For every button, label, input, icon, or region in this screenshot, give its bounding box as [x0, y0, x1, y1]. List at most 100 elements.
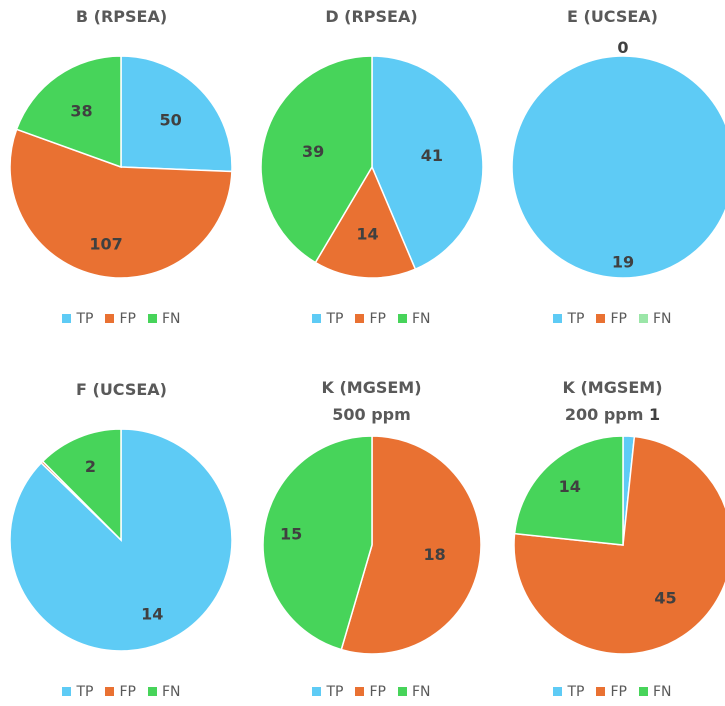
pie-slice-fp [340, 435, 482, 655]
legend-label: FN [161, 311, 181, 327]
pie-chart: 45 14 [513, 435, 725, 655]
legend-item-fp: FP [596, 311, 627, 327]
data-label-tp: 19 [612, 252, 634, 271]
data-label-fn: 14 [559, 477, 581, 496]
chart-legend: TP FP FN [250, 684, 493, 700]
legend-label: TP [326, 684, 344, 700]
legend-item-fn: FN [397, 311, 431, 327]
chart-title: E (UCSEA) [567, 7, 658, 26]
legend-swatch-fn [147, 686, 157, 696]
legend-label: FP [369, 684, 386, 700]
legend-label: FP [610, 311, 627, 327]
legend-item-fp: FP [105, 684, 136, 700]
chart-panel-b-rpsea: B (RPSEA) 50 107 38 TP FP FN [0, 0, 243, 353]
data-label-fn: 15 [280, 524, 302, 543]
chart-title: D (RPSEA) [325, 7, 418, 26]
legend-label: FN [652, 684, 672, 700]
chart-title: K (MGSEM) [562, 378, 663, 397]
legend-label: TP [76, 684, 94, 700]
pie-slice-fp [9, 128, 233, 279]
data-label-fp: 107 [89, 234, 122, 253]
legend-label: TP [567, 311, 585, 327]
legend-swatch-fn [397, 686, 407, 696]
legend-label: TP [326, 311, 344, 327]
legend-swatch-tp [62, 686, 72, 696]
legend-item-fp: FP [596, 684, 627, 700]
legend-item-fp: FP [105, 311, 136, 327]
legend-item-fn: FN [147, 684, 181, 700]
pie-chart: 14 2 [9, 428, 233, 652]
chart-panel-k-mgsem-500: K (MGSEM) 500 ppm 18 15 TP FP FN [250, 353, 493, 706]
chart-panel-e-ucsea: E (UCSEA) 19 0 TP FP FN [500, 0, 725, 353]
legend-label: FP [119, 311, 136, 327]
legend-item-tp: TP [312, 311, 343, 327]
chart-title: K (MGSEM) [321, 378, 422, 397]
legend-swatch-tp [553, 313, 563, 323]
chart-legend: TP FP FN [250, 311, 493, 327]
tp-data-label: 1 [648, 405, 661, 424]
chart-subtitle: 200 ppm 1 [500, 403, 725, 427]
legend-swatch-tp [312, 686, 322, 696]
pie-slice-fn [41, 428, 122, 542]
legend-label: TP [567, 684, 585, 700]
legend-item-tp: TP [553, 311, 584, 327]
pie-slice-fn [260, 55, 373, 264]
legend-item-fp: FP [355, 684, 386, 700]
pie-slice-fp [314, 165, 417, 279]
legend-item-fn: FN [638, 684, 672, 700]
data-label-fn: 2 [85, 457, 96, 476]
legend-item-tp: TP [62, 684, 93, 700]
legend-label: FP [369, 311, 386, 327]
data-label-fp: 45 [654, 589, 676, 608]
chart-subtitle-text: 200 ppm [564, 405, 644, 424]
pie-slice-tp [371, 55, 484, 271]
legend-swatch-tp [62, 313, 72, 323]
legend-swatch-fn [397, 313, 407, 323]
data-label-fp: 0 [617, 38, 628, 57]
pie-chart: 19 0 [511, 38, 725, 279]
legend-label: FN [652, 311, 672, 327]
legend-swatch-fn [638, 313, 648, 323]
legend-item-fn: FN [147, 311, 181, 327]
chart-panel-k-mgsem-200: K (MGSEM) 200 ppm 1 45 14 TP FP FN [500, 353, 725, 706]
chart-subtitle: 500 ppm [332, 405, 411, 424]
pie-slice-fn [15, 55, 122, 169]
legend-swatch-tp [553, 686, 563, 696]
chart-legend: TP FP FN [0, 684, 243, 700]
chart-panel-d-rpsea: D (RPSEA) 41 14 39 TP FP FN [250, 0, 493, 353]
legend-item-tp: TP [62, 311, 93, 327]
data-label-fn: 39 [302, 142, 324, 161]
data-label-fp: 14 [356, 224, 378, 243]
legend-swatch-fp [355, 686, 365, 696]
legend-item-fn: FN [397, 684, 431, 700]
data-label-fn: 38 [70, 102, 92, 121]
legend-label: FN [161, 684, 181, 700]
legend-swatch-fp [105, 686, 115, 696]
chart-panel-f-ucsea: F (UCSEA) 14 2 TP FP FN [0, 353, 243, 706]
legend-swatch-fp [105, 313, 115, 323]
legend-swatch-fp [596, 313, 606, 323]
pie-chart: 41 14 39 [260, 55, 484, 279]
legend-swatch-fp [596, 686, 606, 696]
legend-item-fn: FN [638, 311, 672, 327]
pie-slice-tp [511, 55, 725, 279]
legend-swatch-fn [638, 686, 648, 696]
legend-swatch-fp [355, 313, 365, 323]
data-label-tp: 50 [160, 110, 182, 129]
legend-label: FP [119, 684, 136, 700]
pie-slice-fn [513, 435, 624, 546]
legend-item-tp: TP [553, 684, 584, 700]
pie-slice-tp [120, 55, 233, 173]
legend-swatch-fn [147, 313, 157, 323]
chart-title: F (UCSEA) [76, 380, 167, 399]
chart-legend: TP FP FN [500, 311, 725, 327]
legend-item-tp: TP [312, 684, 343, 700]
legend-item-fp: FP [355, 311, 386, 327]
data-label-tp: 41 [421, 146, 443, 165]
data-label-tp: 14 [141, 605, 163, 624]
chart-legend: TP FP FN [0, 311, 243, 327]
legend-swatch-tp [312, 313, 322, 323]
legend-label: TP [76, 311, 94, 327]
chart-legend: TP FP FN [500, 684, 725, 700]
